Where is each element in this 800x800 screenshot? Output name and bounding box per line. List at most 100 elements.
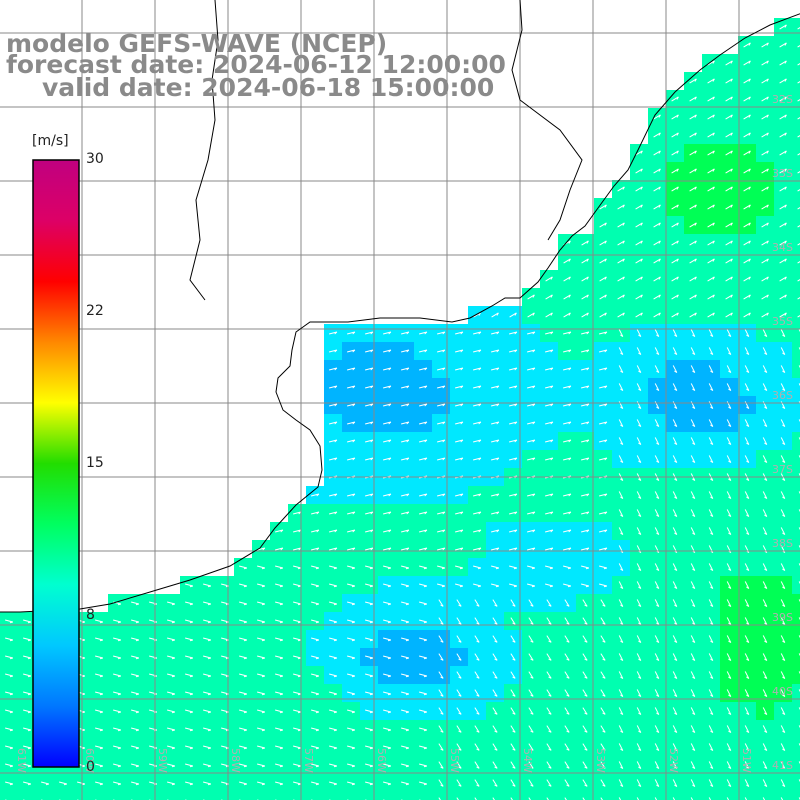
wind-arrow-head [694,294,697,298]
wind-arrow [708,599,714,607]
wind-arrow-head [514,312,517,316]
wind-arrow [257,547,265,551]
wind-arrow-head [99,639,103,642]
wind-arrow-head [496,457,500,461]
speed-cell [792,306,800,324]
wind-arrow [564,743,570,751]
wind-arrow [761,186,769,192]
wind-arrow-head [370,493,374,497]
wind-arrow [744,347,750,355]
wind-arrow-head [748,42,751,46]
wind-arrow [707,114,715,120]
wind-arrow [654,563,660,571]
wind-arrow [636,743,642,751]
wind-arrow [329,349,337,353]
wind-arrow-head [746,604,750,607]
wind-arrow-head [370,349,374,353]
wind-arrow [689,276,697,282]
wind-arrow-head [495,585,499,588]
wind-arrow-head [746,334,750,337]
wind-arrow-head [674,766,678,769]
colorbar-tick-8: 8 [86,607,95,623]
speed-cell [126,792,144,800]
wind-arrow-head [460,421,464,425]
wind-arrow [708,617,714,625]
wind-arrow [437,421,445,425]
wind-arrow [761,312,769,318]
wind-arrow [708,491,714,499]
wind-arrow [617,312,625,318]
wind-arrow-head [548,694,552,697]
wind-arrow-head [746,532,750,535]
wind-arrow [509,547,517,551]
wind-arrow [167,655,175,659]
wind-arrow [672,743,678,751]
wind-arrow-head [730,168,733,172]
wind-arrow-head [189,765,193,768]
wind-arrow [743,150,751,156]
wind-arrow [131,691,139,695]
wind-arrow-head [568,493,572,497]
wind-arrow-head [730,258,733,262]
wind-arrow-head [602,712,606,715]
wind-arrow [762,365,768,373]
wind-arrow-head [550,276,553,280]
wind-arrow-head [243,765,247,768]
wind-arrow-head [638,784,642,787]
wind-arrow [779,276,787,282]
wind-arrow-head [243,747,247,750]
wind-arrow-head [566,622,570,625]
wind-arrow [203,781,211,785]
wind-arrow [546,761,552,769]
longitude-label: 52W [667,748,680,773]
speed-cell [684,792,702,800]
wind-arrow [689,312,697,318]
wind-arrow-head [748,60,751,64]
wind-arrow-head [550,493,554,497]
wind-arrow [419,565,427,569]
wind-arrow [113,655,121,659]
wind-arrow-head [135,639,139,642]
wind-arrow [419,673,427,677]
wind-arrow [474,797,477,800]
wind-arrow-head [423,639,427,642]
wind-arrow-head [297,639,301,642]
speed-cell [792,414,800,432]
wind-arrow [744,761,750,769]
wind-arrow [618,725,624,733]
wind-arrow [726,383,732,391]
wind-arrow [293,511,301,515]
wind-arrow [419,511,427,515]
wind-arrow [654,689,660,697]
wind-arrow [419,421,427,425]
wind-arrow [671,204,679,210]
wind-arrow [599,367,607,371]
wind-arrow-head [692,640,696,643]
wind-arrow-head [620,622,624,625]
wind-arrow-head [27,747,31,750]
wind-arrow-head [405,765,409,768]
wind-arrow [563,547,571,551]
wind-arrow-head [297,567,301,570]
wind-arrow-head [676,240,679,244]
wind-arrow [762,329,768,337]
speed-cell [792,756,800,774]
wind-arrow [167,673,175,677]
wind-arrow-head [189,657,193,660]
wind-arrow [761,150,769,156]
wind-arrow [780,509,786,517]
speed-cell [54,792,72,800]
wind-arrow [618,383,624,391]
speed-cell [792,738,800,756]
wind-arrow-head [440,694,444,697]
wind-arrow-head [9,675,13,678]
wind-arrow-head [674,730,678,733]
wind-arrow-head [424,457,428,461]
wind-arrow-head [316,547,320,551]
wind-arrow-head [748,114,751,118]
wind-arrow-head [656,622,660,625]
wind-arrow [401,439,409,443]
wind-arrow-head [532,367,536,371]
wind-arrow-head [514,439,518,443]
wind-arrow-head [764,334,768,337]
